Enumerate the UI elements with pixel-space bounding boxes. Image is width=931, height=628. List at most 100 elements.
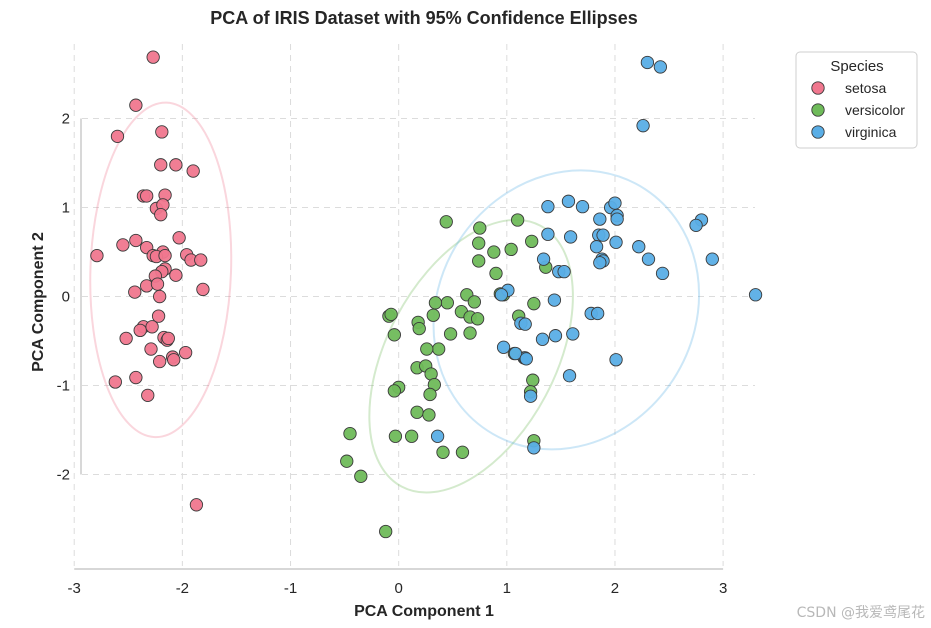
virginica-point (541, 200, 555, 214)
virginica-point (557, 264, 571, 279)
setosa-point (119, 331, 133, 346)
virginica-point (562, 369, 577, 383)
virginica-point (593, 212, 607, 226)
legend: Species setosa versicolor virginica (795, 51, 918, 149)
setosa-point (196, 282, 210, 297)
y-axis-label: PCA Component 2 (30, 232, 47, 372)
setosa-point (169, 268, 183, 282)
setosa-point (116, 238, 130, 252)
x-tick-label: -1 (284, 580, 297, 597)
x-tick-label: 1 (503, 580, 511, 597)
versicolor-points (340, 213, 553, 539)
watermark: CSDN @我爱鸢尾花 (796, 605, 925, 621)
legend-marker-virginica (811, 125, 825, 139)
setosa-point (140, 189, 154, 203)
versicolor-point (426, 308, 440, 322)
versicolor-point (423, 387, 437, 402)
versicolor-point (527, 297, 541, 311)
versicolor-point (404, 429, 419, 443)
versicolor-point (388, 429, 403, 443)
x-tick-label: -2 (176, 580, 189, 597)
virginica-point (548, 329, 563, 343)
virginica-point (496, 340, 511, 354)
y-tick-label: 1 (62, 200, 70, 217)
virginica-point (591, 306, 605, 321)
versicolor-point (340, 454, 354, 468)
virginica-point (655, 266, 670, 281)
versicolor-point (467, 295, 482, 309)
virginica-point (430, 429, 445, 443)
setosa-point (167, 353, 181, 367)
versicolor-point (432, 342, 446, 356)
setosa-point (154, 158, 168, 172)
setosa-point (150, 277, 165, 291)
x-tick-label: 0 (394, 580, 402, 597)
data-points (90, 50, 763, 539)
setosa-point (153, 354, 167, 369)
setosa-confidence-ellipse (89, 101, 233, 439)
versicolor-point (440, 296, 454, 310)
setosa-point (186, 164, 200, 178)
virginica-point (508, 346, 523, 361)
setosa-point (108, 375, 122, 389)
versicolor-point (487, 245, 501, 259)
setosa-point (129, 98, 143, 112)
versicolor-point (387, 384, 401, 398)
y-tick-label: -1 (57, 378, 70, 395)
grid (73, 44, 755, 566)
versicolor-point (504, 242, 518, 257)
chart-title: PCA of IRIS Dataset with 95% Confidence … (210, 8, 637, 28)
virginica-point (527, 441, 541, 455)
legend-marker-versicolor (811, 103, 825, 117)
setosa-point (194, 253, 208, 267)
virginica-point (609, 353, 623, 367)
virginica-point (518, 317, 532, 331)
setosa-point (154, 208, 168, 222)
setosa-point (133, 323, 147, 338)
virginica-point (705, 252, 719, 266)
versicolor-point (420, 342, 434, 356)
setosa-point (172, 231, 186, 245)
versicolor-point (472, 254, 486, 268)
virginica-point (535, 332, 550, 346)
versicolor-point (354, 469, 368, 483)
legend-items: setosa versicolor virginica (811, 80, 905, 140)
virginica-point (563, 230, 578, 244)
virginica-point (609, 235, 623, 249)
versicolor-point (443, 327, 458, 341)
versicolor-point (439, 215, 453, 229)
setosa-point (161, 331, 175, 346)
legend-label-setosa: setosa (845, 80, 886, 96)
setosa-points (90, 50, 210, 512)
virginica-point (566, 327, 580, 341)
x-tick-labels: -3 -2 -1 0 1 2 3 (68, 580, 728, 597)
virginica-point (494, 288, 509, 302)
virginica-point (632, 240, 646, 254)
versicolor-point (387, 328, 401, 342)
setosa-point (153, 289, 167, 304)
virginica-point (689, 218, 703, 233)
legend-label-versicolor: versicolor (845, 102, 905, 118)
y-tick-labels: -2 -1 0 1 2 (57, 111, 70, 484)
versicolor-point (510, 213, 525, 227)
versicolor-point (384, 307, 398, 321)
versicolor-point (472, 236, 486, 250)
virginica-points (430, 55, 763, 455)
y-tick-label: -2 (57, 467, 70, 484)
setosa-point (140, 279, 154, 293)
virginica-point (610, 212, 624, 226)
x-axis-label: PCA Component 1 (354, 603, 494, 620)
versicolor-point (410, 405, 424, 419)
x-tick-label: 3 (719, 580, 727, 597)
versicolor-point (463, 326, 477, 340)
setosa-point (146, 50, 160, 64)
legend-box (795, 51, 918, 149)
y-tick-label: 2 (62, 111, 70, 128)
virginica-point (596, 228, 610, 242)
confidence-ellipses (89, 101, 701, 494)
virginica-point (653, 60, 668, 74)
legend-marker-setosa (811, 81, 825, 95)
legend-title: Species (830, 58, 883, 75)
versicolor-point (422, 408, 436, 422)
